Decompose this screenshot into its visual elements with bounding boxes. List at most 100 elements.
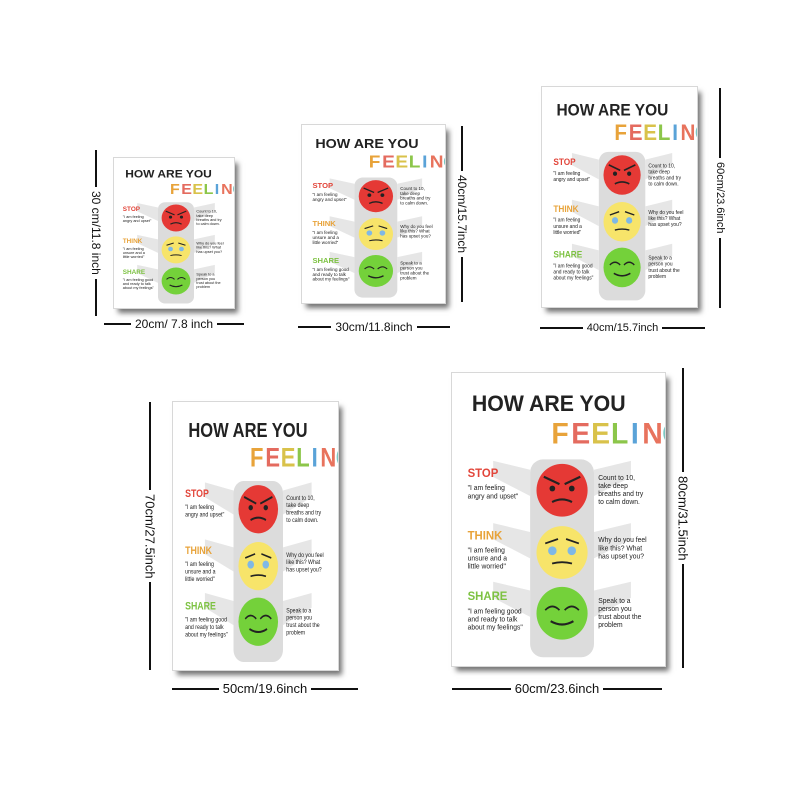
eye: [627, 171, 632, 176]
row-quote: "I am feeling: [312, 230, 338, 235]
row-advice: to calm down.: [598, 499, 640, 506]
row-heading: STOP: [468, 468, 499, 480]
face-circle: [603, 155, 641, 195]
brow: [166, 242, 174, 246]
row-advice: Count to 10,: [648, 163, 675, 169]
traffic-light-visor: [645, 199, 673, 227]
angry-face-icon: [358, 180, 394, 213]
brow: [623, 164, 636, 172]
title-letter: E: [643, 120, 657, 145]
face-circle: [358, 180, 394, 213]
title-letter: N: [642, 418, 663, 450]
row-advice: trust about the: [196, 281, 220, 285]
traffic-light-visor: [594, 523, 631, 559]
mouth: [170, 222, 182, 225]
row-heading: SHARE: [185, 601, 216, 613]
title-line1: HOW ARE YOU: [315, 136, 418, 151]
poster-artwork: HOW ARE YOUFEELING?STOP"I am feelingangr…: [468, 391, 665, 658]
row-quote: little worried": [553, 230, 581, 236]
title-letter: G: [336, 443, 338, 473]
eye: [564, 605, 580, 611]
traffic-light-visor: [329, 251, 355, 274]
row-quote: "I am feeling: [468, 485, 505, 492]
eye: [168, 215, 173, 219]
title-letter: N: [430, 151, 444, 171]
title-letter: N: [320, 443, 336, 473]
eye: [548, 546, 557, 556]
worried-face-icon: [161, 236, 191, 264]
row-quote: "I am feeling good: [185, 617, 227, 624]
row-quote: "I am feeling: [185, 505, 214, 512]
title-letter: N: [221, 181, 233, 197]
eye: [247, 560, 255, 569]
eye: [611, 217, 619, 224]
eye: [262, 560, 270, 569]
brow: [564, 475, 581, 486]
width-label: 50cm/19.6inch: [222, 681, 308, 696]
eye: [179, 215, 184, 219]
poster-artwork: HOW ARE YOUFEELING?STOP"I am feelingangr…: [185, 418, 338, 662]
traffic-light-visor: [137, 264, 158, 283]
row-heading: STOP: [185, 488, 209, 500]
title-letter: I: [672, 120, 678, 145]
face-circle: [161, 267, 191, 295]
width-label: 20cm/ 7.8 inch: [134, 317, 214, 331]
title-letter: I: [422, 151, 427, 171]
row-advice: Speak to a: [400, 261, 422, 266]
eye: [177, 277, 186, 280]
row-advice: has upset you?: [648, 222, 681, 228]
traffic-light-visor: [329, 216, 355, 238]
face-circle: [238, 485, 279, 534]
row-advice: take deep: [648, 169, 670, 175]
row-advice: person you: [400, 266, 423, 271]
title-letter: E: [181, 181, 192, 197]
row-advice: trust about the: [286, 623, 319, 630]
brow: [165, 210, 175, 216]
eye: [364, 266, 375, 270]
row-quote: little worried": [468, 564, 507, 571]
brow: [363, 187, 375, 194]
title-letter: L: [409, 151, 421, 171]
row-quote: angry and upset": [123, 219, 152, 223]
face-circle: [358, 218, 394, 251]
mouth: [551, 561, 573, 565]
row-heading: THINK: [553, 204, 579, 214]
row-quote: "I am feeling: [123, 247, 144, 251]
mouth: [249, 628, 268, 634]
width-dimension: 60cm/23.6inch: [452, 681, 662, 696]
title-letter: F: [369, 151, 381, 171]
row-heading: THINK: [468, 530, 503, 542]
row-advice: Count to 10,: [286, 495, 315, 502]
face-circle: [358, 254, 394, 287]
worried-face-icon: [603, 201, 641, 242]
row-advice: person you: [196, 277, 215, 281]
worried-face-icon: [536, 526, 588, 579]
row-advice: take deep: [400, 191, 420, 196]
title-letter: E: [395, 151, 408, 171]
row-quote: unsure and a: [123, 251, 146, 255]
brow: [245, 553, 256, 559]
row-advice: problem: [400, 276, 417, 281]
traffic-light-visor: [493, 460, 531, 497]
row-heading: SHARE: [553, 249, 582, 259]
row-quote: unsure and a: [185, 569, 216, 576]
title-letter: G: [695, 120, 697, 145]
row-quote: "I am feeling: [123, 215, 144, 219]
worried-face-icon: [358, 218, 394, 251]
row-advice: breaths and try: [286, 510, 321, 517]
brow: [177, 210, 187, 216]
traffic-light-visor: [594, 581, 631, 617]
brow: [378, 225, 388, 230]
poster-artwork: HOW ARE YOUFEELING?STOP"I am feelingangr…: [312, 136, 445, 298]
title-letter: E: [382, 151, 395, 171]
eye: [609, 261, 621, 266]
row-advice: has upset you?: [598, 553, 644, 560]
row-advice: trust about the: [598, 614, 641, 621]
traffic-light-visor: [204, 592, 234, 626]
row-quote: about my feelings": [185, 632, 228, 639]
traffic-light-visor: [137, 234, 158, 253]
row-heading: SHARE: [468, 591, 508, 603]
row-advice: Speak to a: [196, 273, 215, 277]
title-letter: N: [680, 120, 695, 145]
poster-40x60: HOW ARE YOUFEELING?STOP"I am feelingangr…: [541, 86, 698, 308]
